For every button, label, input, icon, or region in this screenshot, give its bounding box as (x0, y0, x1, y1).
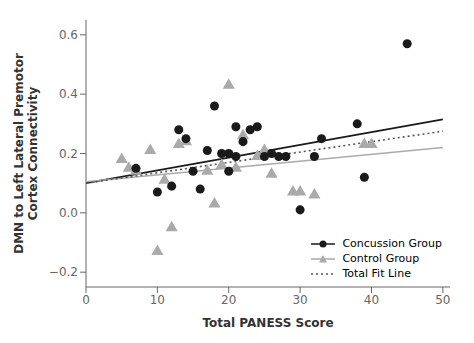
svg-text:Total PANESS Score: Total PANESS Score (202, 316, 333, 330)
svg-text:10: 10 (150, 293, 165, 307)
html-text:Control Group: Control Group (342, 252, 420, 265)
html-text:Concussion Group: Concussion Group (342, 237, 442, 250)
svg-text:−0.2: −0.2 (49, 265, 78, 279)
svg-text:20: 20 (221, 293, 236, 307)
svg-text:DMN to Left Lateral PremotorCo: DMN to Left Lateral PremotorCortex Conne… (12, 53, 40, 254)
svg-text:0.6: 0.6 (59, 28, 78, 42)
html-text:Total Fit Line: Total Fit Line (342, 267, 411, 280)
svg-text:0.0: 0.0 (59, 206, 78, 220)
svg-text:40: 40 (364, 293, 379, 307)
svg-text:50: 50 (435, 293, 450, 307)
svg-text:0.2: 0.2 (59, 147, 78, 161)
svg-text:0.4: 0.4 (59, 87, 78, 101)
svg-text:30: 30 (292, 293, 307, 307)
svg-text:0: 0 (82, 293, 90, 307)
